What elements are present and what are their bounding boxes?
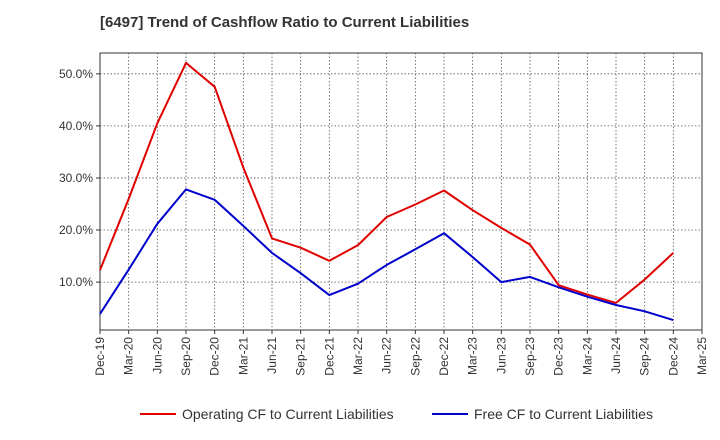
plot-area <box>99 52 703 331</box>
series-lines <box>99 61 674 322</box>
x-tick-label: Dec-23 <box>552 337 566 376</box>
y-axis: 10.0% 20.0% 30.0% 40.0% 50.0% <box>59 67 100 289</box>
x-tick-label: Dec-22 <box>437 337 451 376</box>
x-tick-label: Sep-22 <box>408 337 422 376</box>
x-tick-label: Mar-22 <box>351 337 365 375</box>
chart-title: [6497] Trend of Cashflow Ratio to Curren… <box>100 14 470 31</box>
legend-label: Operating CF to Current Liabilities <box>182 406 394 422</box>
y-tick-label: 30.0% <box>59 171 93 185</box>
x-tick-label: Jun-24 <box>609 337 623 374</box>
x-tick-label: Jun-20 <box>150 337 164 374</box>
x-tick-label: Mar-20 <box>122 337 136 375</box>
y-tick-label: 10.0% <box>59 275 93 289</box>
x-tick-label: Mar-23 <box>466 337 480 375</box>
x-tick-label: Jun-22 <box>380 337 394 374</box>
x-tick-label: Mar-24 <box>580 337 594 375</box>
x-tick-label: Dec-20 <box>208 337 222 376</box>
x-tick-label: Jun-21 <box>265 337 279 374</box>
x-tick-label: Dec-21 <box>322 337 336 376</box>
x-tick-label: Mar-21 <box>236 337 250 375</box>
legend-label: Free CF to Current Liabilities <box>474 406 653 422</box>
grid <box>100 53 702 330</box>
x-axis: Dec-19 Mar-20 Jun-20 Sep-20 Dec-20 Mar-21 Jun-… <box>93 330 709 376</box>
x-tick-label: Sep-24 <box>638 337 652 376</box>
series-line-operating-cf <box>99 61 674 304</box>
y-tick-label: 40.0% <box>59 119 93 133</box>
x-tick-label: Jun-23 <box>494 337 508 374</box>
series-line-free-cf <box>99 188 674 322</box>
legend: Operating CF to Current Liabilities Free … <box>140 406 653 422</box>
y-tick-label: 20.0% <box>59 223 93 237</box>
x-tick-label: Sep-21 <box>294 337 308 376</box>
x-tick-label: Mar-25 <box>695 337 709 375</box>
x-tick-label: Dec-24 <box>666 337 680 376</box>
y-tick-label: 50.0% <box>59 67 93 81</box>
x-tick-label: Sep-20 <box>179 337 193 376</box>
x-tick-label: Sep-23 <box>523 337 537 376</box>
x-tick-label: Dec-19 <box>93 337 107 376</box>
